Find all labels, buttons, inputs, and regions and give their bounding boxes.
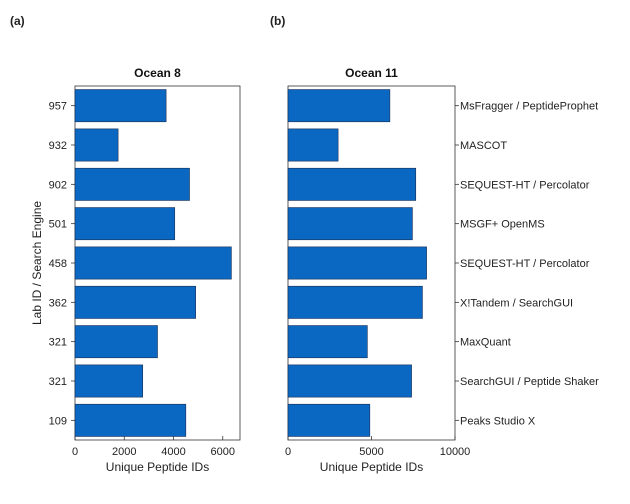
y-tick-label: 458 [49,258,67,270]
y-tick-label: 321 [49,337,67,349]
bar-2-6 [287,285,423,319]
y-tick-label: SEQUEST-HT / Percolator [460,258,590,270]
bar-1-4 [74,207,176,241]
x-tick-label: 2000 [112,446,136,458]
bar-2-8 [287,364,412,398]
y-tick-label: SEQUEST-HT / Percolator [460,179,590,191]
x-axis-label-1: Unique Peptide IDs [106,460,209,474]
y-tick-label: 957 [49,101,67,113]
bar-2-7 [287,325,368,359]
panel-label-a: (a) [10,14,25,28]
bar-1-7 [74,325,158,359]
y-tick-label: 501 [49,219,67,231]
bar-2-2 [287,128,339,162]
x-axis-label-2: Unique Peptide IDs [320,460,423,474]
x-tick-label: 5000 [359,446,383,458]
bar-2-1 [287,89,391,123]
x-tick-label: 6000 [211,446,235,458]
y-tick-label: MSGF+ OpenMS [460,219,545,231]
chart-title-1: Ocean 8 [134,66,181,80]
bar-1-5 [74,246,232,280]
bar-1-2 [74,128,119,162]
y-tick-label: 932 [49,140,67,152]
bar-1-8 [74,364,144,398]
bar-1-6 [74,285,196,319]
y-tick-label: Peaks Studio X [460,415,536,427]
y-tick-label: SearchGUI / Peptide Shaker [460,376,599,388]
bar-1-1 [74,89,167,123]
x-tick-label: 10000 [440,446,471,458]
panel-label-b: (b) [270,14,286,28]
y-tick-label: 362 [49,297,67,309]
y-tick-label: 109 [49,415,67,427]
bar-2-9 [287,403,371,437]
y-tick-label: MsFragger / PeptideProphet [460,101,598,113]
bar-2-5 [287,246,427,280]
x-tick-label: 0 [72,446,78,458]
y-tick-label: MASCOT [460,140,507,152]
y-tick-label: X!Tandem / SearchGUI [460,297,573,309]
y-axis-label: Lab ID / Search Engine [30,201,44,325]
x-tick-label: 0 [285,446,291,458]
chart-title-2: Ocean 11 [345,66,398,80]
bar-2-4 [287,207,413,241]
y-tick-label: 321 [49,376,67,388]
y-tick-label: 902 [49,179,67,191]
bar-1-3 [74,167,190,201]
bar-2-3 [287,167,417,201]
y-tick-label: MaxQuant [460,337,511,349]
x-tick-label: 4000 [161,446,185,458]
bar-1-9 [74,403,187,437]
